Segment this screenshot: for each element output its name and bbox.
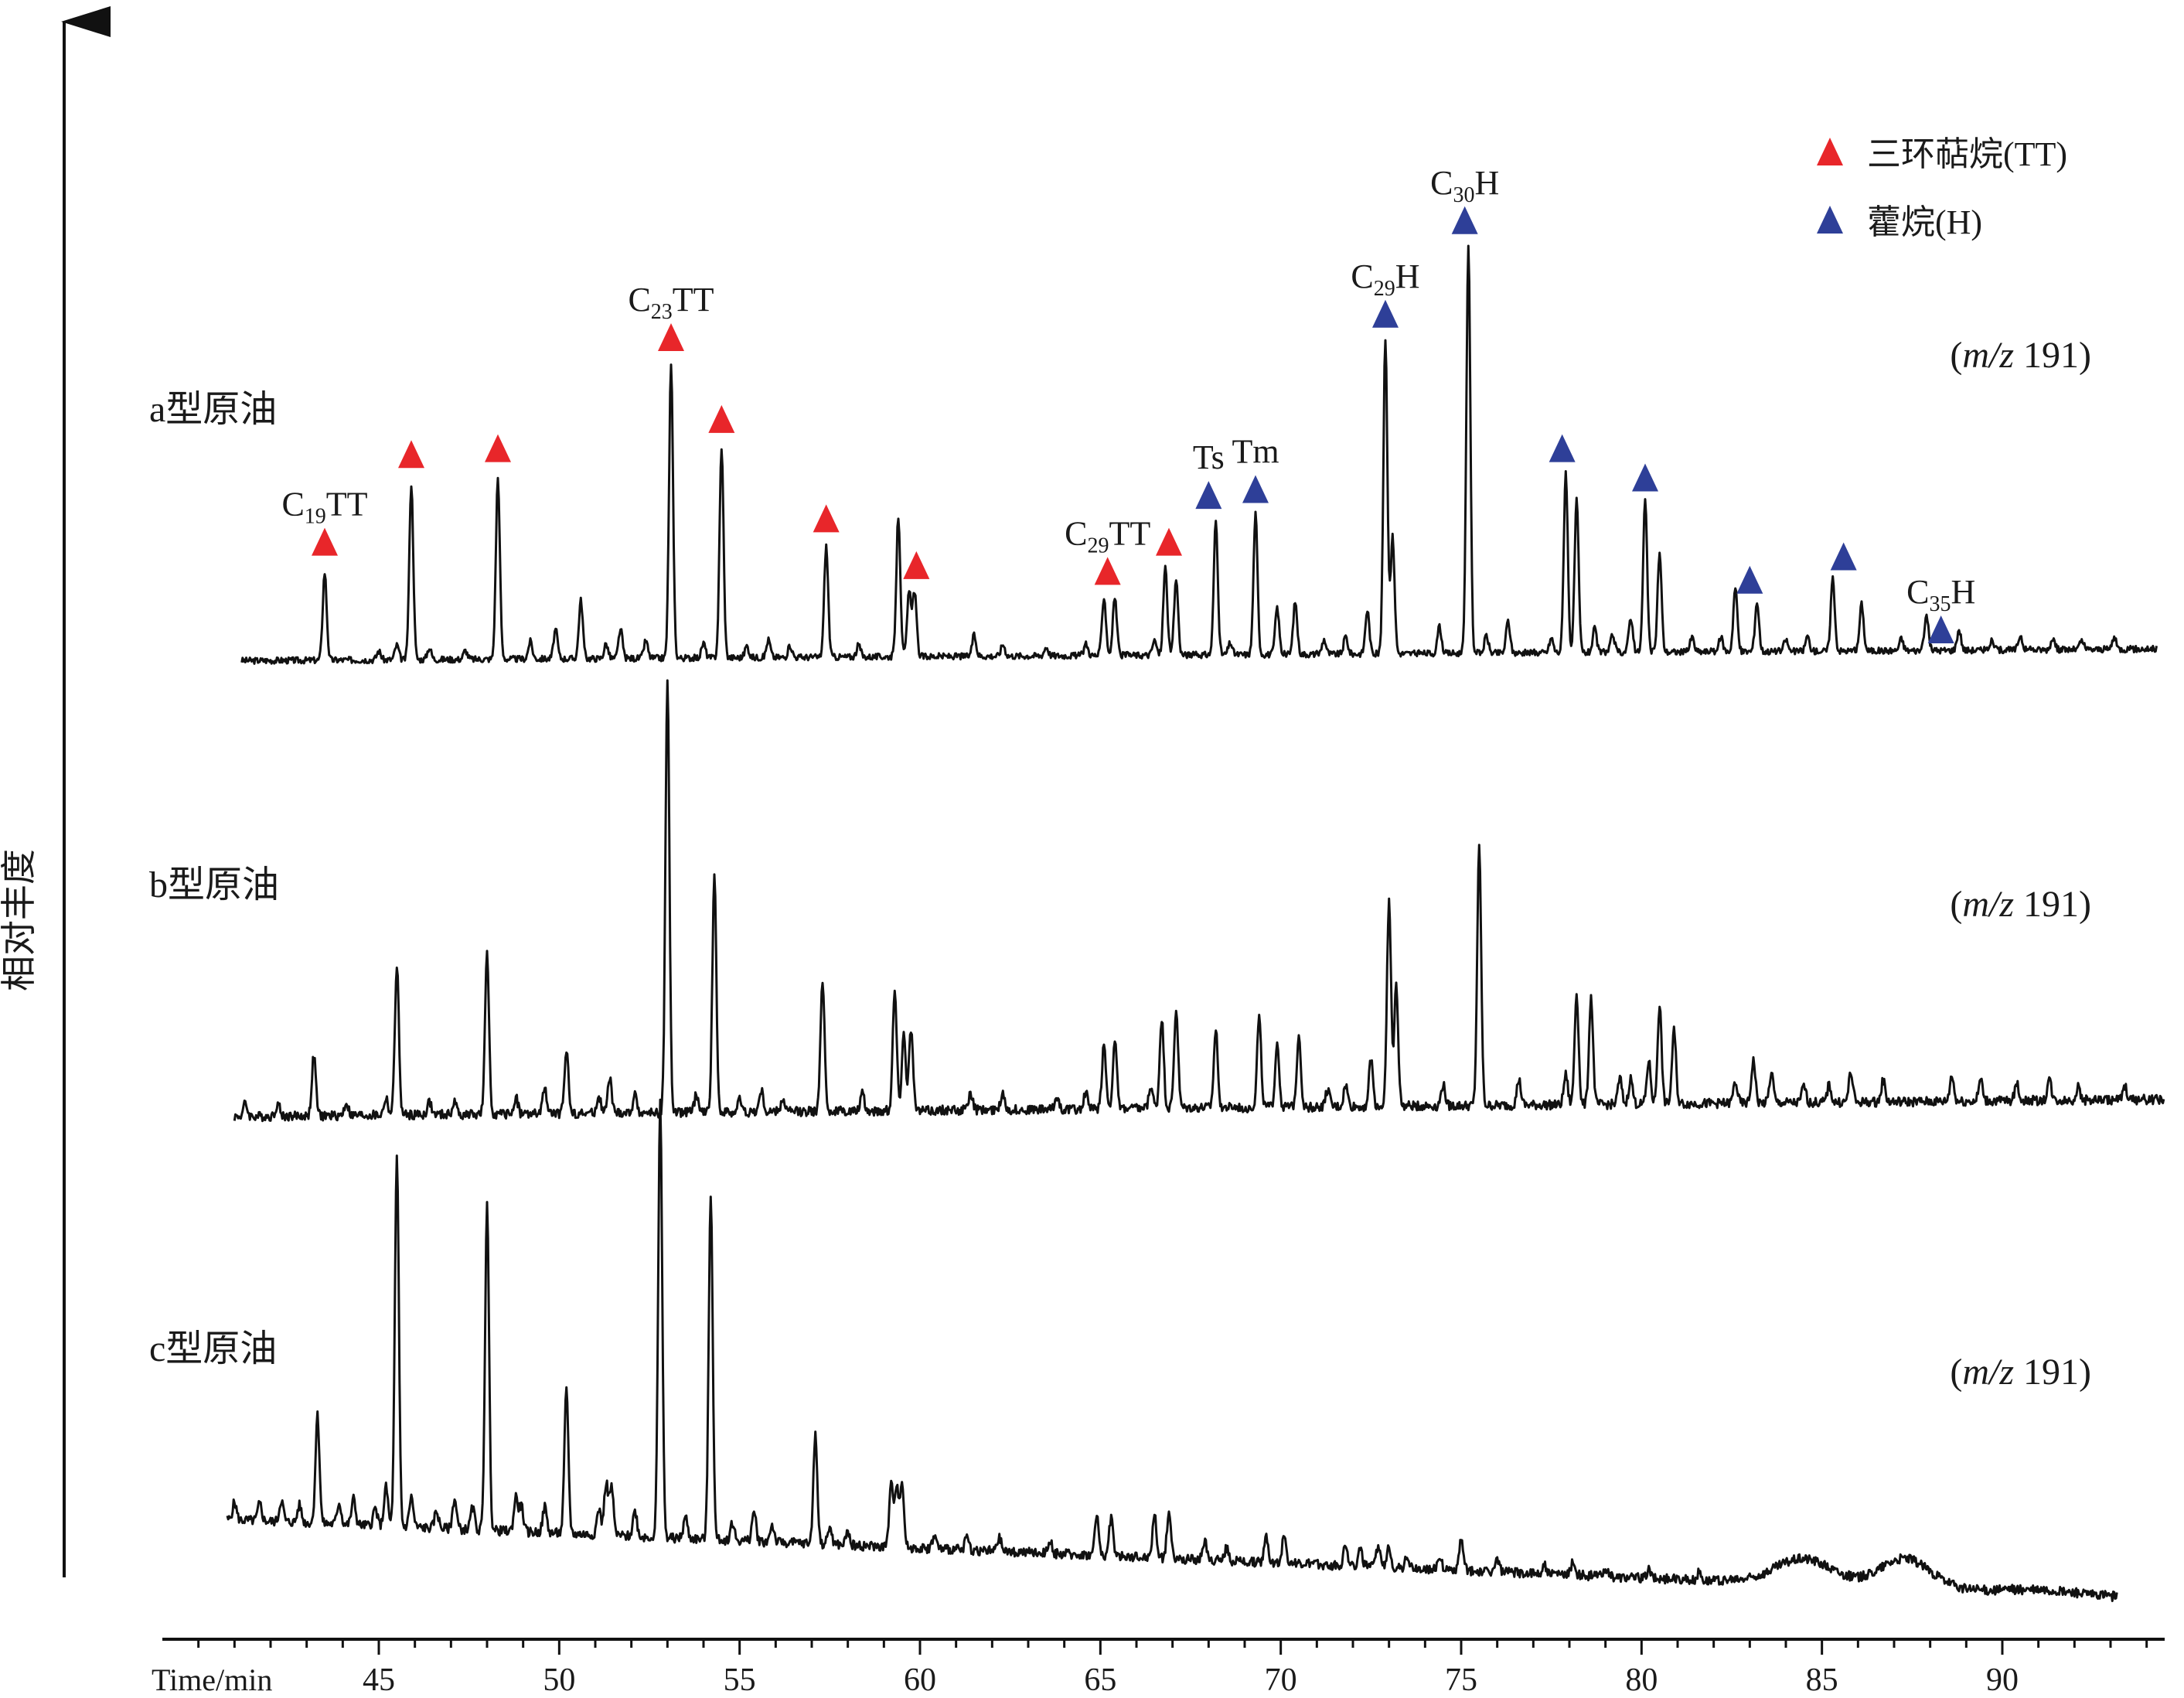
legend: 三环萜烷(TT) 藿烷(H) bbox=[1817, 135, 2067, 241]
compound-label: C23TT bbox=[628, 281, 714, 324]
series-name-label: b型原油 bbox=[149, 864, 279, 905]
tricyclic-terpane-marker bbox=[398, 440, 424, 469]
x-tick-label: 75 bbox=[1445, 1662, 1477, 1698]
compound-label: Ts bbox=[1193, 438, 1225, 476]
series-name-label: a型原油 bbox=[149, 389, 277, 430]
y-axis: 相对丰度 bbox=[0, 6, 111, 1577]
x-tick-label: 85 bbox=[1806, 1662, 1838, 1698]
x-tick-label: 70 bbox=[1265, 1662, 1297, 1698]
x-tick-label: 45 bbox=[363, 1662, 395, 1698]
legend-label-hopane: 藿烷(H) bbox=[1867, 203, 1982, 241]
compound-label: C29H bbox=[1351, 257, 1419, 301]
legend-label-tt: 三环萜烷(TT) bbox=[1867, 135, 2067, 173]
x-tick-label: 55 bbox=[724, 1662, 756, 1698]
ion-label: (m/z 191) bbox=[1950, 884, 2091, 925]
hopane-marker bbox=[1830, 542, 1857, 571]
ion-label: (m/z 191) bbox=[1950, 335, 2091, 376]
peak-markers: C19TT C23TT C29TT Ts Tm C29H C30H C35H bbox=[281, 164, 1975, 643]
tricyclic-terpane-marker bbox=[1094, 557, 1121, 585]
trace-series-1 bbox=[240, 244, 2158, 665]
tricyclic-terpane-marker bbox=[485, 434, 511, 462]
x-tick-label: 60 bbox=[904, 1662, 936, 1698]
tricyclic-terpane-marker bbox=[658, 323, 684, 351]
hopane-marker bbox=[1195, 481, 1222, 510]
compound-label: C29TT bbox=[1065, 514, 1150, 557]
hopane-marker bbox=[1451, 206, 1478, 234]
x-tick-label: 65 bbox=[1084, 1662, 1116, 1698]
hopane-marker bbox=[1927, 615, 1954, 643]
hopane-marker bbox=[1632, 463, 1658, 492]
tricyclic-terpane-marker bbox=[312, 527, 338, 556]
legend-swatch-hopane bbox=[1817, 206, 1843, 234]
trace-series-3 bbox=[226, 1098, 2118, 1602]
legend-swatch-tt bbox=[1817, 138, 1843, 165]
compound-label: C30H bbox=[1430, 164, 1499, 207]
y-axis-label: 相对丰度 bbox=[0, 849, 39, 991]
x-tick-label: 50 bbox=[543, 1662, 575, 1698]
compound-label: C19TT bbox=[281, 486, 367, 529]
series-labels: a型原油 (m/z 191) b型原油 (m/z 191) c型原油 (m/z 191) bbox=[149, 335, 2091, 1393]
hopane-marker bbox=[1242, 475, 1269, 503]
x-axis: 45 50 55 60 65 70 75 80 85 90 Time/min bbox=[152, 1638, 2165, 1698]
hopane-marker bbox=[1372, 299, 1399, 328]
series-name-label: c型原油 bbox=[149, 1328, 277, 1369]
chromatogram-traces bbox=[226, 244, 2165, 1602]
hopane-marker bbox=[1549, 434, 1576, 462]
compound-label: Tm bbox=[1232, 433, 1279, 471]
tricyclic-terpane-marker bbox=[1156, 527, 1182, 556]
tricyclic-terpane-marker bbox=[903, 551, 930, 579]
tricyclic-terpane-marker bbox=[813, 504, 840, 533]
ion-label: (m/z 191) bbox=[1950, 1352, 2091, 1393]
tricyclic-terpane-marker bbox=[708, 404, 735, 433]
hopane-marker bbox=[1736, 565, 1763, 594]
x-tick-label: 80 bbox=[1625, 1662, 1658, 1698]
x-axis-label: Time/min bbox=[152, 1662, 272, 1697]
x-tick-label: 90 bbox=[1986, 1662, 2019, 1698]
compound-label: C35H bbox=[1906, 573, 1975, 616]
trace-series-2 bbox=[233, 679, 2165, 1123]
